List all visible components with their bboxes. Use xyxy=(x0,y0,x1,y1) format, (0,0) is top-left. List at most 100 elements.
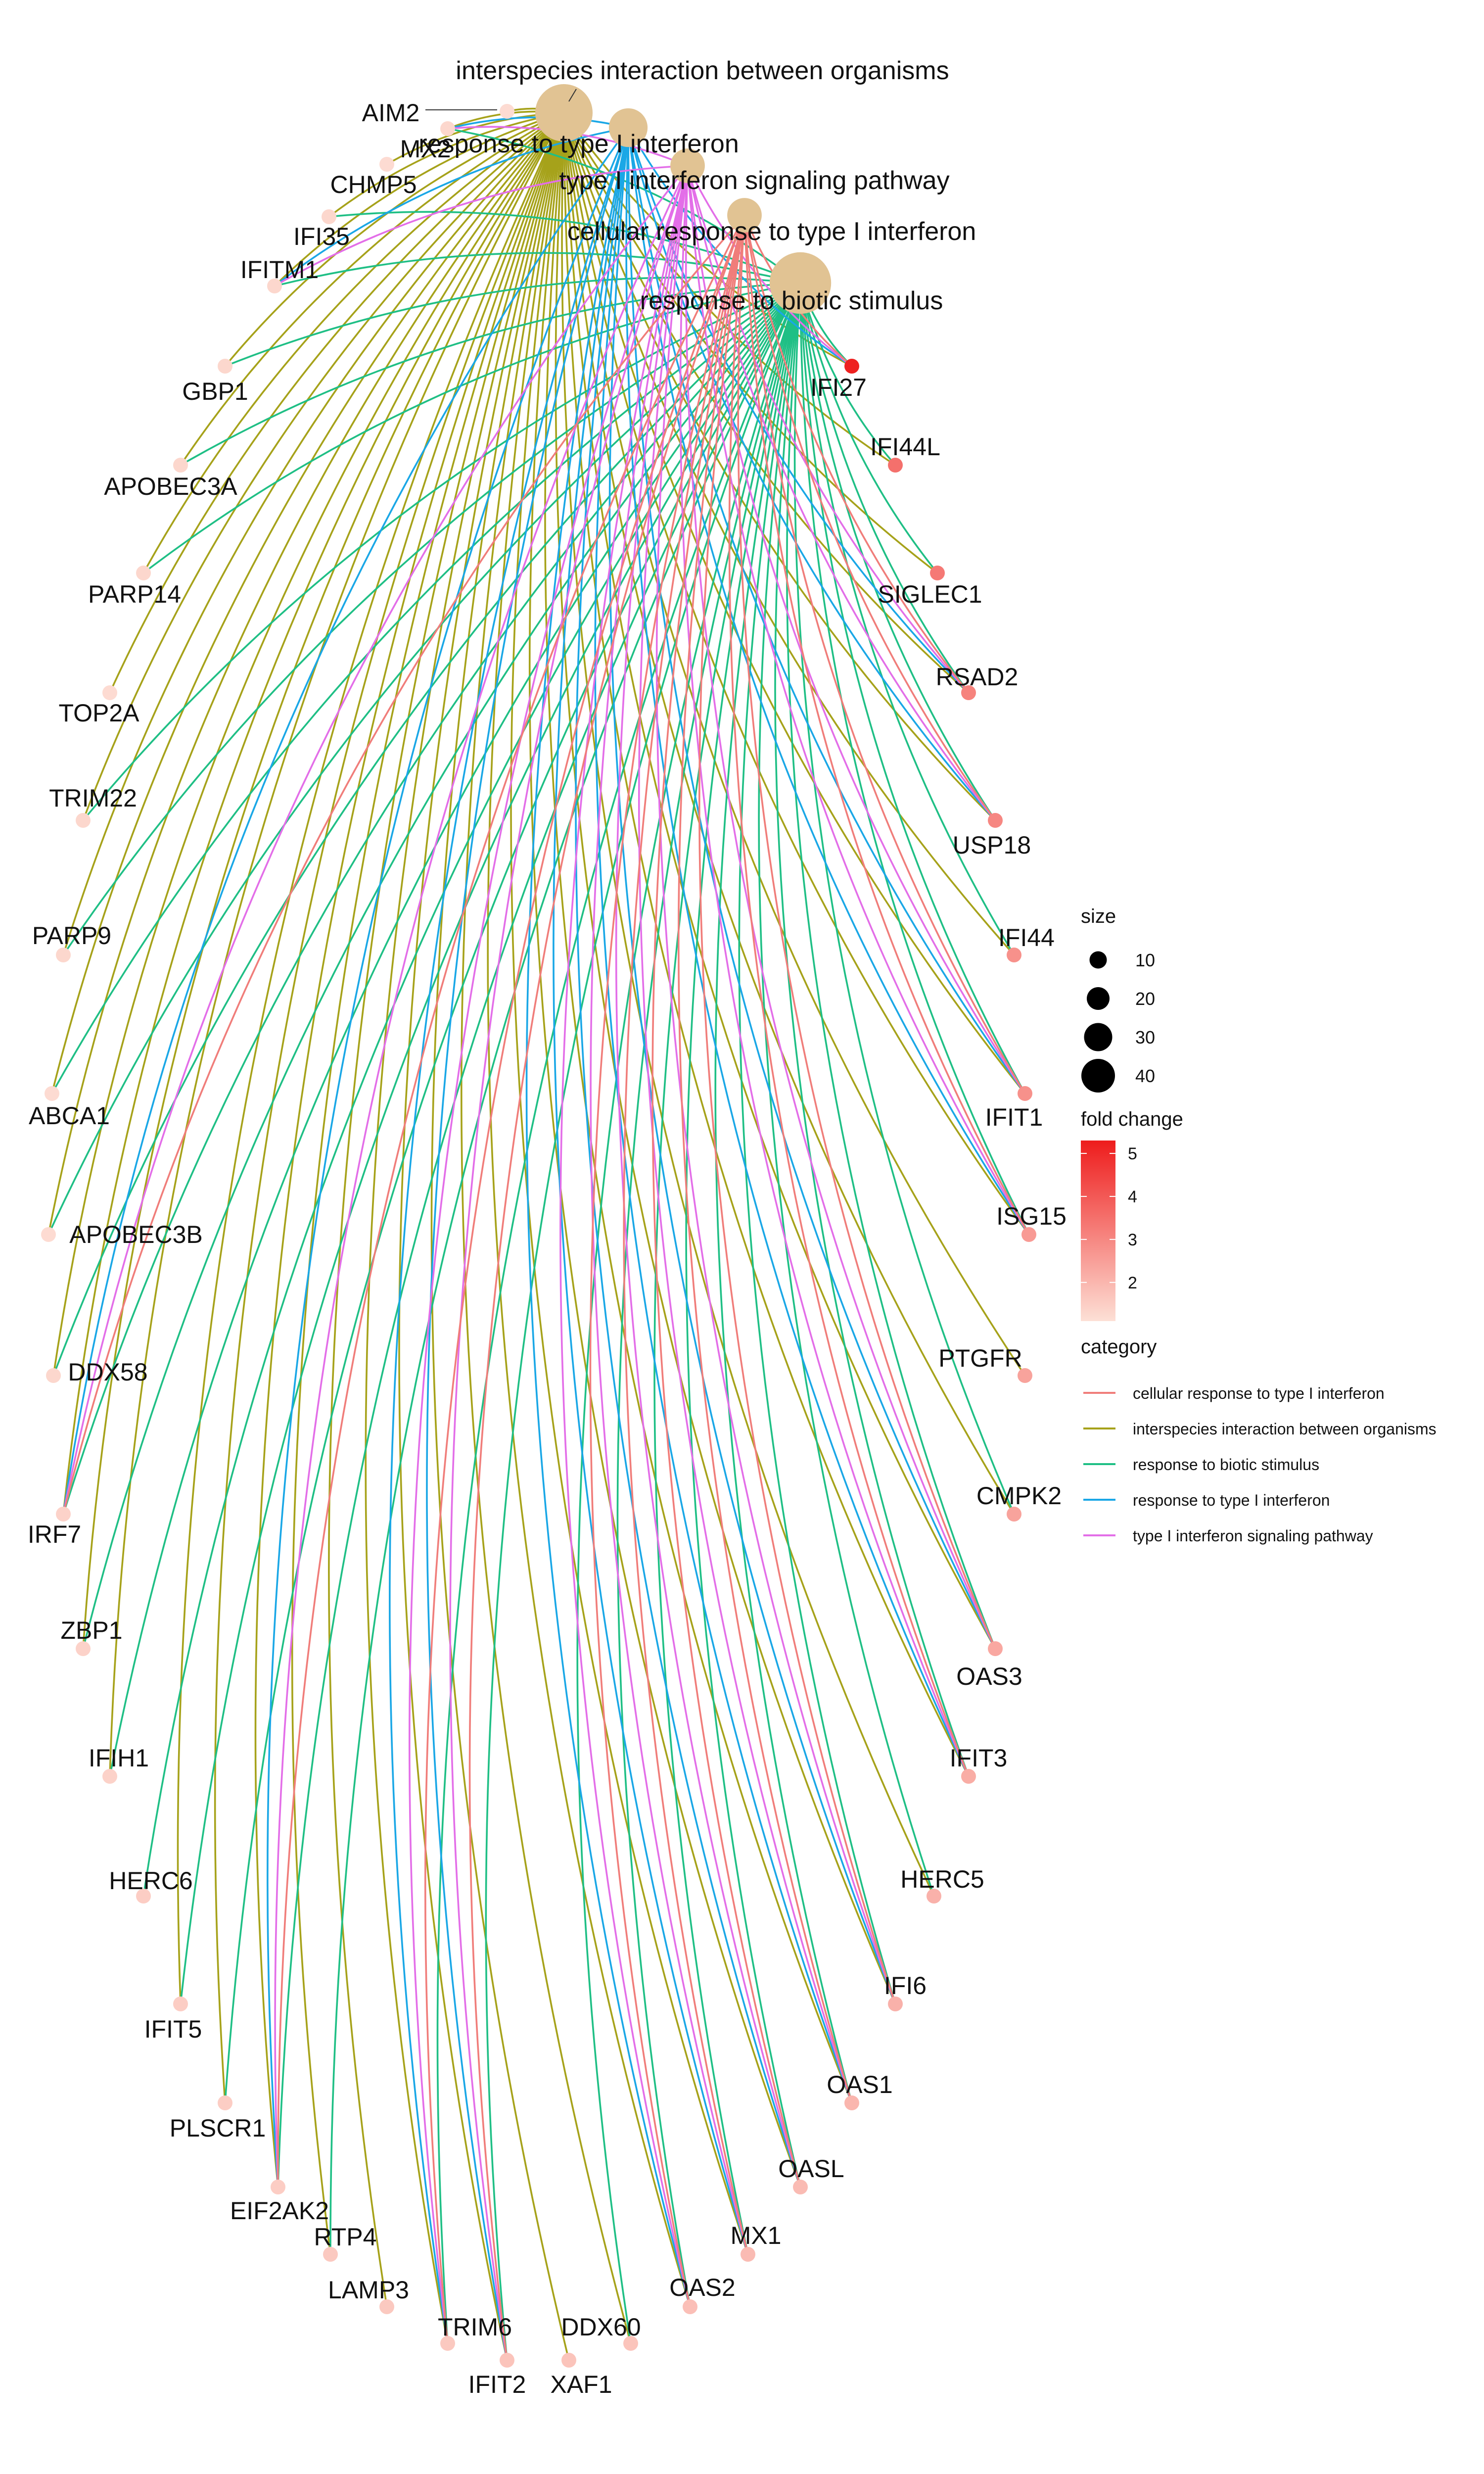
edge-ifit2-interspecies xyxy=(398,112,565,2361)
edge-ifitm1-signaling xyxy=(274,165,688,287)
edge-oas1-cellular xyxy=(677,215,853,2103)
gene-node-siglec1 xyxy=(930,566,945,580)
gene-label-oasl: OASL xyxy=(778,2155,844,2183)
category-label-interspecies-interaction-between-organisms: interspecies interaction between organis… xyxy=(1133,1420,1437,1438)
edge-trim22-interspecies xyxy=(82,112,565,821)
gene-node-isg15 xyxy=(1021,1227,1036,1242)
gene-label-top2a: TOP2A xyxy=(58,699,139,727)
gene-node-ifi35 xyxy=(322,209,336,224)
gene-node-ptgfr xyxy=(1018,1368,1032,1383)
edge-abca1-interspecies xyxy=(51,112,565,1094)
gene-node-rtp4 xyxy=(323,2247,338,2262)
gene-node-trim22 xyxy=(76,813,91,828)
edge-eif2ak2-interspecies xyxy=(254,112,565,2188)
edge-ifit3-response_type1 xyxy=(625,127,970,1777)
gene-label-oas2: OAS2 xyxy=(669,2274,735,2301)
edge-herc5-biotic xyxy=(758,283,935,1897)
category-label-type-i-interferon-signaling-pathway: type I interferon signaling pathway xyxy=(1133,1527,1373,1545)
gene-node-lamp3 xyxy=(379,2299,394,2314)
size-legend-dot-20 xyxy=(1087,987,1110,1010)
edge-ifit2-signaling xyxy=(449,165,689,2361)
edge-top2a-interspecies xyxy=(109,112,565,693)
term-node-signaling xyxy=(670,148,705,183)
edge-eif2ak2-signaling xyxy=(274,165,689,2188)
gene-label-parp14: PARP14 xyxy=(88,580,181,608)
gene-node-aim2 xyxy=(500,104,514,119)
gene-label-ifi6: IFI6 xyxy=(884,1972,927,1999)
size-legend-dot-30 xyxy=(1084,1023,1113,1051)
gene-label-xaf1: XAF1 xyxy=(550,2371,612,2398)
gene-node-apobec3b xyxy=(41,1227,56,1242)
edge-oasl-cellular xyxy=(651,215,801,2188)
gene-node-ifih1 xyxy=(102,1769,117,1784)
gene-node-ddx60 xyxy=(623,2336,638,2351)
gene-node-xaf1 xyxy=(561,2353,576,2368)
edge-rsad2-biotic xyxy=(799,283,970,694)
gene-label-herc6: HERC6 xyxy=(109,1867,192,1895)
gene-label-mx1: MX1 xyxy=(731,2222,782,2249)
edge-ifi6-cellular xyxy=(698,215,896,2004)
gene-node-chmp5 xyxy=(379,157,394,172)
size-legend: 10 20 30 40 xyxy=(1081,950,1155,1093)
gene-node-rsad2 xyxy=(961,685,976,700)
gene-label-eif2ak2: EIF2AK2 xyxy=(230,2197,329,2225)
edge-oas2-cellular xyxy=(589,215,745,2307)
edge-apobec3b-biotic xyxy=(47,282,801,1235)
edge-parp9-interspecies xyxy=(62,112,565,955)
gene-node-mx1 xyxy=(741,2247,755,2262)
gene-label-rtp4: RTP4 xyxy=(314,2223,377,2251)
gene-label-zbp1: ZBP1 xyxy=(60,1617,122,1644)
gene-label-usp18: USP18 xyxy=(953,831,1031,859)
fc-tick-label-4: 4 xyxy=(1128,1188,1137,1206)
edge-ifit2-cellular xyxy=(468,215,745,2361)
term-label-interspecies: interspecies interaction between organis… xyxy=(456,56,949,85)
gene-node-oas3 xyxy=(988,1641,1003,1656)
gene-label-ifit5: IFIT5 xyxy=(144,2015,202,2043)
gene-label-plscr1: PLSCR1 xyxy=(170,2114,266,2142)
term-label-cellular: cellular response to type I interferon xyxy=(567,217,976,246)
edge-eif2ak2-cellular xyxy=(277,215,745,2188)
edge-ptgfr-interspecies xyxy=(563,112,1026,1376)
edge-parp14-interspecies xyxy=(142,112,565,573)
edge-ifih1-biotic xyxy=(109,282,801,1777)
size-legend-label-10: 10 xyxy=(1135,950,1155,970)
edge-oas3-response_type1 xyxy=(627,127,996,1649)
gene-node-ifit3 xyxy=(961,1769,976,1784)
edge-oas1-response_type1 xyxy=(594,127,853,2103)
term-node-biotic xyxy=(769,252,832,314)
size-legend-label-20: 20 xyxy=(1135,989,1155,1009)
gene-label-chmp5: CHMP5 xyxy=(330,171,417,198)
edge-trim6-response_type1 xyxy=(389,127,629,2344)
gene-label-ifit1: IFIT1 xyxy=(985,1103,1043,1131)
gene-label-rsad2: RSAD2 xyxy=(936,663,1019,691)
edge-ifit5-biotic xyxy=(180,283,801,2004)
edge-ifit3-biotic xyxy=(774,283,970,1777)
edge-ddx58-biotic xyxy=(52,282,801,1376)
gene-label-siglec1: SIGLEC1 xyxy=(878,580,982,608)
gene-label-ifit2: IFIT2 xyxy=(468,2371,526,2398)
edge-oas3-biotic xyxy=(786,283,996,1649)
gene-node-parp14 xyxy=(136,566,151,580)
edge-apobec3b-interspecies xyxy=(47,112,565,1235)
edge-zbp1-interspecies xyxy=(82,112,565,1649)
edge-ifitm1-interspecies xyxy=(274,112,564,287)
gene-node-oas2 xyxy=(683,2299,697,2314)
edge-usp18-cellular xyxy=(743,215,996,821)
edge-irf7-biotic xyxy=(62,282,801,1515)
gene-node-ifi27 xyxy=(844,359,859,374)
edge-trim22-biotic xyxy=(82,282,801,821)
gene-node-herc6 xyxy=(136,1889,151,1903)
fc-tick-label-5: 5 xyxy=(1128,1144,1137,1163)
edge-trim6-cellular xyxy=(424,215,745,2344)
gene-label-ifi44: IFI44 xyxy=(998,924,1055,952)
edge-oas1-interspecies xyxy=(544,112,853,2103)
edge-apobec3a-interspecies xyxy=(180,112,564,466)
category-legend: cellular response to type I interferon in… xyxy=(1083,1384,1437,1545)
edge-ifitm1-biotic xyxy=(274,252,801,287)
gene-node-gbp1 xyxy=(218,359,232,374)
size-legend-label-30: 30 xyxy=(1135,1027,1155,1047)
gene-label-oas1: OAS1 xyxy=(827,2071,892,2098)
edge-ddx60-interspecies xyxy=(461,112,632,2344)
edge-eif2ak2-response_type1 xyxy=(267,127,629,2188)
